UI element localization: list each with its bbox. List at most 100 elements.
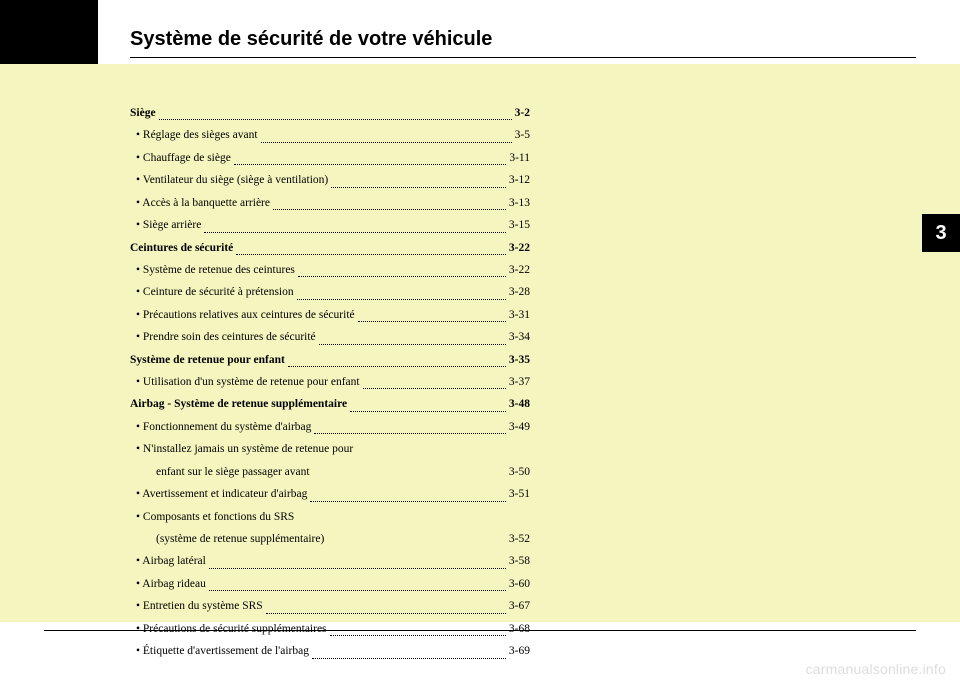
toc-page: 3-51 bbox=[509, 483, 530, 505]
toc-page: 3-35 bbox=[509, 349, 530, 371]
toc-page: 3-22 bbox=[509, 259, 530, 281]
toc-label: enfant sur le siège passager avant bbox=[156, 461, 310, 483]
toc-label: Fonctionnement du système d'airbag bbox=[136, 416, 311, 438]
toc-page: 3-22 bbox=[509, 237, 530, 259]
toc-page: 3-15 bbox=[509, 214, 530, 236]
toc-leader-dots bbox=[204, 214, 506, 232]
toc-leader-dots bbox=[331, 169, 506, 187]
toc-section: Système de retenue pour enfant 3-35 bbox=[130, 349, 530, 371]
toc-label: Airbag rideau bbox=[136, 573, 206, 595]
toc-label: Accès à la banquette arrière bbox=[136, 192, 270, 214]
toc-label: (système de retenue supplémentaire) bbox=[156, 528, 324, 550]
toc-label: Chauffage de siège bbox=[136, 147, 231, 169]
toc-subitem: Prendre soin des ceintures de sécurité 3-… bbox=[130, 326, 530, 348]
toc-subitem: Réglage des sièges avant 3-5 bbox=[130, 124, 530, 146]
toc-leader-dots bbox=[358, 304, 506, 322]
toc-label: Ventilateur du siège (siège à ventilatio… bbox=[136, 169, 328, 191]
toc-leader-dots bbox=[314, 416, 506, 434]
toc-leader-dots bbox=[297, 281, 506, 299]
toc-label: Ceinture de sécurité à prétension bbox=[136, 281, 294, 303]
toc-subitem: Étiquette d'avertissement de l'airbag 3-6… bbox=[130, 640, 530, 662]
toc-label: Prendre soin des ceintures de sécurité bbox=[136, 326, 316, 348]
toc-leader-dots bbox=[236, 237, 506, 255]
toc-label: Précautions relatives aux ceintures de s… bbox=[136, 304, 355, 326]
toc-leader-dots bbox=[288, 349, 506, 367]
top-left-black-tab bbox=[0, 0, 98, 64]
toc-subitem: Airbag latéral 3-58 bbox=[130, 550, 530, 572]
toc-subitem: Utilisation d'un système de retenue pour… bbox=[130, 371, 530, 393]
toc-label: Utilisation d'un système de retenue pour… bbox=[136, 371, 360, 393]
toc-leader-dots bbox=[312, 640, 506, 658]
toc-section: Siège 3-2 bbox=[130, 102, 530, 124]
toc-page: 3-13 bbox=[509, 192, 530, 214]
toc-subitem: N'installez jamais un système de retenue… bbox=[130, 438, 530, 460]
toc-page: 3-2 bbox=[515, 102, 530, 124]
toc-page: 3-67 bbox=[509, 595, 530, 617]
toc-label: Ceintures de sécurité bbox=[130, 237, 233, 259]
toc-page: 3-31 bbox=[509, 304, 530, 326]
toc-label: Siège bbox=[130, 102, 156, 124]
toc-subitem-continuation: (système de retenue supplémentaire) 3-52 bbox=[130, 528, 530, 550]
toc-leader-dots bbox=[363, 371, 506, 389]
toc-subitem: Précautions relatives aux ceintures de s… bbox=[130, 304, 530, 326]
toc-subitem: Accès à la banquette arrière 3-13 bbox=[130, 192, 530, 214]
toc-page: 3-48 bbox=[509, 393, 530, 415]
toc-subitem: Ventilateur du siège (siège à ventilatio… bbox=[130, 169, 530, 191]
toc-leader-dots bbox=[266, 595, 506, 613]
toc-page: 3-37 bbox=[509, 371, 530, 393]
content-background: Siège3-2Réglage des sièges avant3-5Chauf… bbox=[0, 64, 960, 622]
bottom-horizontal-rule bbox=[44, 630, 916, 631]
toc-subitem: Siège arrière 3-15 bbox=[130, 214, 530, 236]
toc-section: Airbag - Système de retenue supplémentai… bbox=[130, 393, 530, 415]
toc-subitem: Entretien du système SRS 3-67 bbox=[130, 595, 530, 617]
toc-page: 3-58 bbox=[509, 550, 530, 572]
toc-label: Airbag latéral bbox=[136, 550, 206, 572]
toc-leader-dots bbox=[298, 259, 506, 277]
toc-leader-dots bbox=[319, 326, 506, 344]
toc-subitem: Ceinture de sécurité à prétension 3-28 bbox=[130, 281, 530, 303]
toc-label: Réglage des sièges avant bbox=[136, 124, 258, 146]
toc-page: 3-5 bbox=[515, 124, 530, 146]
table-of-contents: Siège3-2Réglage des sièges avant3-5Chauf… bbox=[130, 102, 530, 663]
toc-page: 3-34 bbox=[509, 326, 530, 348]
toc-label: Système de retenue pour enfant bbox=[130, 349, 285, 371]
toc-leader-dots bbox=[273, 192, 506, 210]
toc-label: Précautions de sécurité supplémentaires bbox=[136, 618, 327, 640]
watermark-text: carmanualsonline.info bbox=[806, 661, 946, 677]
toc-label: Avertissement et indicateur d'airbag bbox=[136, 483, 307, 505]
toc-leader-dots bbox=[310, 483, 506, 501]
toc-leader-dots bbox=[330, 618, 506, 636]
toc-subitem: Fonctionnement du système d'airbag 3-49 bbox=[130, 416, 530, 438]
section-number-tab: 3 bbox=[922, 214, 960, 252]
toc-page: 3-50 bbox=[509, 461, 530, 483]
page-title: Système de sécurité de votre véhicule bbox=[130, 28, 916, 51]
toc-page: 3-69 bbox=[509, 640, 530, 662]
toc-section: Ceintures de sécurité 3-22 bbox=[130, 237, 530, 259]
toc-leader-dots bbox=[350, 393, 506, 411]
toc-subitem: Avertissement et indicateur d'airbag 3-51 bbox=[130, 483, 530, 505]
toc-subitem-continuation: enfant sur le siège passager avant 3-50 bbox=[130, 461, 530, 483]
toc-leader-dots bbox=[159, 102, 512, 120]
toc-label: Système de retenue des ceintures bbox=[136, 259, 295, 281]
toc-page: 3-12 bbox=[509, 169, 530, 191]
toc-leader-dots bbox=[261, 124, 512, 142]
toc-subitem: Système de retenue des ceintures 3-22 bbox=[130, 259, 530, 281]
toc-label: Airbag - Système de retenue supplémentai… bbox=[130, 393, 347, 415]
toc-page: 3-52 bbox=[509, 528, 530, 550]
toc-label: N'installez jamais un système de retenue… bbox=[136, 438, 353, 460]
toc-label: Entretien du système SRS bbox=[136, 595, 263, 617]
toc-leader-dots bbox=[209, 573, 506, 591]
toc-page: 3-28 bbox=[509, 281, 530, 303]
toc-label: Étiquette d'avertissement de l'airbag bbox=[136, 640, 309, 662]
toc-subitem: Précautions de sécurité supplémentaires 3… bbox=[130, 618, 530, 640]
toc-leader-dots bbox=[209, 550, 506, 568]
toc-page: 3-49 bbox=[509, 416, 530, 438]
manual-page: Système de sécurité de votre véhicule Si… bbox=[0, 0, 960, 689]
toc-page: 3-68 bbox=[509, 618, 530, 640]
toc-page: 3-60 bbox=[509, 573, 530, 595]
toc-label: Composants et fonctions du SRS bbox=[136, 506, 294, 528]
toc-subitem: Composants et fonctions du SRS bbox=[130, 506, 530, 528]
toc-subitem: Chauffage de siège 3-11 bbox=[130, 147, 530, 169]
toc-label: Siège arrière bbox=[136, 214, 201, 236]
toc-page: 3-11 bbox=[509, 147, 530, 169]
